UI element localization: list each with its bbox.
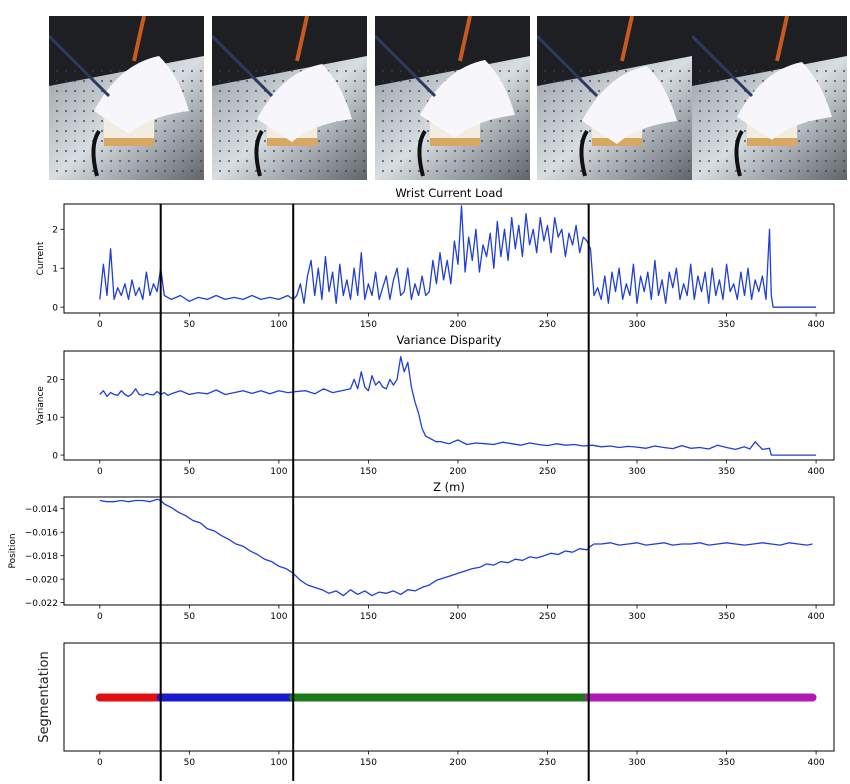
photo-frame-2 — [212, 16, 367, 180]
series-line — [99, 498, 813, 597]
y-tick-label: −0.022 — [25, 599, 58, 609]
x-tick-label: 200 — [449, 758, 466, 768]
y-tick-label: −0.016 — [25, 528, 59, 538]
y-tick-label: −0.014 — [25, 505, 59, 515]
chart-title: Variance Disparity — [397, 333, 502, 347]
x-tick-label: 400 — [807, 612, 824, 622]
y-tick-label: 0 — [52, 303, 58, 313]
y-tick-label: −0.018 — [25, 552, 59, 562]
x-tick-label: 250 — [539, 758, 556, 768]
photo-frame-3 — [375, 16, 530, 180]
series-line — [99, 205, 817, 308]
series-line — [99, 356, 817, 456]
x-tick-label: 150 — [360, 467, 377, 477]
x-tick-label: 350 — [718, 612, 735, 622]
plot-frame — [63, 203, 835, 314]
x-tick-label: 0 — [97, 612, 103, 622]
y-axis-label: Current — [36, 241, 46, 275]
plot-frame — [63, 496, 835, 606]
x-tick-label: 150 — [360, 758, 377, 768]
x-tick-label: 50 — [184, 320, 196, 330]
x-tick-label: 350 — [718, 758, 735, 768]
x-tick-label: 400 — [807, 758, 824, 768]
photo-frame-1 — [49, 16, 204, 180]
plot-frame — [63, 350, 835, 461]
x-tick-label: 100 — [270, 320, 287, 330]
x-tick-label: 400 — [807, 320, 824, 330]
x-tick-label: 350 — [718, 467, 735, 477]
y-axis-label: Segmentation — [37, 651, 52, 742]
x-tick-label: 150 — [360, 612, 377, 622]
x-tick-label: 250 — [539, 612, 556, 622]
x-tick-label: 100 — [270, 612, 287, 622]
photo-strip — [0, 0, 850, 184]
x-tick-label: 100 — [270, 758, 287, 768]
x-tick-label: 0 — [97, 758, 103, 768]
x-tick-label: 50 — [184, 612, 196, 622]
x-tick-label: 50 — [184, 467, 196, 477]
y-tick-label: 10 — [47, 413, 59, 423]
x-tick-label: 250 — [539, 467, 556, 477]
y-axis-label: Position — [8, 533, 18, 568]
x-tick-label: 0 — [97, 467, 103, 477]
y-tick-label: −0.020 — [25, 575, 59, 585]
x-tick-label: 300 — [628, 320, 645, 330]
x-tick-label: 100 — [270, 467, 287, 477]
chart-title: Z (m) — [433, 480, 465, 494]
x-tick-label: 150 — [360, 320, 377, 330]
x-tick-label: 300 — [628, 467, 645, 477]
x-tick-label: 0 — [97, 320, 103, 330]
chart-title: Wrist Current Load — [395, 186, 502, 200]
x-tick-label: 200 — [449, 320, 466, 330]
x-tick-label: 250 — [539, 320, 556, 330]
x-tick-label: 300 — [628, 612, 645, 622]
x-tick-label: 200 — [449, 612, 466, 622]
x-tick-label: 300 — [628, 758, 645, 768]
x-tick-label: 50 — [184, 758, 196, 768]
y-axis-label: Variance — [36, 386, 46, 425]
y-tick-label: 2 — [52, 226, 58, 236]
y-tick-label: 0 — [52, 451, 58, 461]
x-tick-label: 350 — [718, 320, 735, 330]
x-tick-label: 400 — [807, 467, 824, 477]
photo-frame-4 — [537, 16, 692, 180]
photo-frame-5 — [692, 16, 847, 180]
y-tick-label: 20 — [47, 376, 59, 386]
y-tick-label: 1 — [52, 264, 58, 274]
x-tick-label: 200 — [449, 467, 466, 477]
